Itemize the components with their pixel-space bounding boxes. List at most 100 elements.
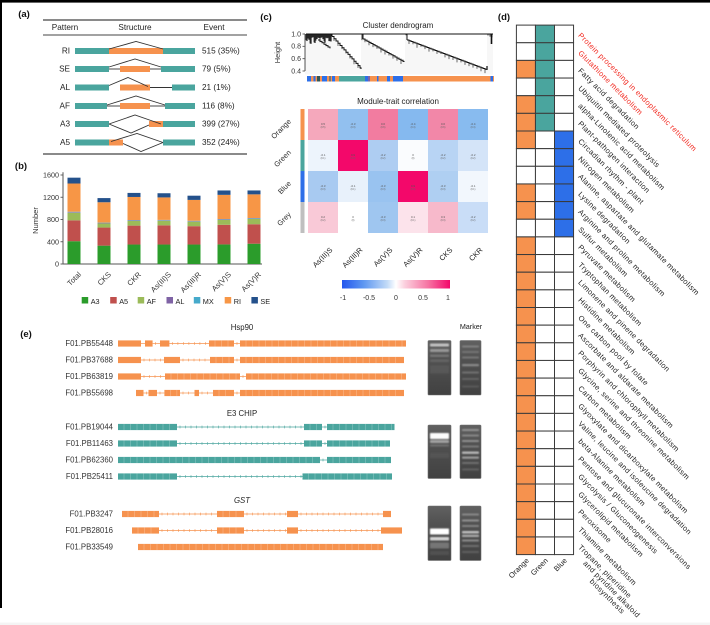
svg-text:(0.2): (0.2) (321, 220, 326, 222)
svg-text:(0.2): (0.2) (471, 220, 476, 222)
svg-text:(0.3): (0.3) (441, 189, 446, 191)
svg-text:-0.1: -0.1 (321, 153, 326, 157)
svg-text:AL: AL (60, 83, 70, 92)
svg-text:F01.PB55448: F01.PB55448 (65, 339, 113, 348)
svg-text:F01.PB25411: F01.PB25411 (66, 472, 113, 481)
svg-text:-0.2: -0.2 (381, 153, 386, 157)
svg-text:F01.PB19044: F01.PB19044 (65, 423, 113, 432)
svg-text:F01.PB37688: F01.PB37688 (65, 356, 113, 365)
svg-text:0.2: 0.2 (321, 215, 325, 219)
svg-text:Event: Event (204, 23, 226, 32)
svg-text:(0.3): (0.3) (351, 127, 356, 129)
svg-text:352 (24%): 352 (24%) (202, 138, 240, 147)
svg-text:0.6: 0.6 (441, 122, 445, 126)
svg-text:(0.1): (0.1) (321, 158, 326, 160)
svg-text:SE: SE (260, 297, 270, 306)
svg-text:GST: GST (234, 496, 251, 505)
svg-text:0.8: 0.8 (291, 44, 301, 51)
svg-text:A5: A5 (119, 297, 128, 306)
svg-text:1: 1 (446, 295, 450, 302)
svg-text:0.6: 0.6 (291, 56, 301, 63)
svg-text:F01.PB3247: F01.PB3247 (70, 510, 113, 519)
svg-text:(0.3): (0.3) (441, 220, 446, 222)
svg-text:1200: 1200 (43, 193, 59, 202)
svg-text:21 (1%): 21 (1%) (202, 83, 231, 92)
svg-text:(0.4): (0.4) (471, 127, 476, 129)
svg-text:(d): (d) (498, 12, 510, 23)
svg-text:(0.3): (0.3) (381, 220, 386, 222)
svg-text:0: 0 (394, 295, 398, 302)
svg-text:Structure: Structure (118, 23, 152, 32)
svg-text:0.1: 0.1 (411, 215, 415, 219)
svg-text:AF: AF (147, 297, 157, 306)
svg-text:(0.2): (0.2) (381, 158, 386, 160)
svg-text:0.5: 0.5 (418, 295, 428, 302)
svg-text:0: 0 (55, 260, 59, 269)
svg-text:F01.PB55698: F01.PB55698 (65, 389, 113, 398)
svg-text:400: 400 (47, 237, 59, 246)
svg-text:(0.6): (0.6) (441, 127, 446, 129)
svg-text:F01.PB28016: F01.PB28016 (65, 526, 113, 535)
svg-text:0.9: 0.9 (351, 153, 355, 157)
svg-text:-0.3: -0.3 (351, 122, 356, 126)
svg-text:(0.3): (0.3) (381, 189, 386, 191)
svg-text:F01.PB33549: F01.PB33549 (65, 543, 113, 552)
svg-text:(0.1): (0.1) (351, 189, 356, 191)
svg-text:(0.6): (0.6) (381, 127, 386, 129)
svg-text:(0.9): (0.9) (411, 189, 416, 191)
svg-text:Hsp90: Hsp90 (231, 323, 254, 332)
svg-text:SE: SE (59, 65, 70, 74)
svg-text:0.5: 0.5 (321, 122, 325, 126)
svg-text:0.9: 0.9 (411, 184, 415, 188)
svg-text:F01.PB11463: F01.PB11463 (66, 439, 113, 448)
svg-text:-0.4: -0.4 (411, 122, 416, 126)
svg-text:0.3: 0.3 (441, 215, 445, 219)
svg-text:A3: A3 (60, 120, 70, 129)
svg-text:-0.3: -0.3 (321, 184, 326, 188)
svg-text:(0.2): (0.2) (471, 158, 476, 160)
svg-text:800: 800 (47, 215, 59, 224)
svg-text:116 (8%): 116 (8%) (202, 102, 235, 111)
svg-text:(0.1): (0.1) (411, 220, 416, 222)
svg-text:F01.PB63819: F01.PB63819 (65, 372, 113, 381)
svg-text:Cluster dendrogram: Cluster dendrogram (363, 21, 434, 30)
svg-text:-0.5: -0.5 (363, 295, 375, 302)
svg-text:RI: RI (234, 297, 241, 306)
svg-text:-1: -1 (340, 295, 346, 302)
svg-text:Module-trait correlation: Module-trait correlation (357, 97, 439, 106)
svg-text:-0.2: -0.2 (471, 153, 476, 157)
svg-text:(0): (0) (412, 158, 415, 160)
svg-text:1.0: 1.0 (291, 31, 301, 38)
svg-text:F01.PB62360: F01.PB62360 (65, 456, 113, 465)
svg-text:AF: AF (60, 102, 70, 111)
svg-text:AL: AL (176, 297, 185, 306)
svg-text:79 (5%): 79 (5%) (202, 65, 231, 74)
svg-text:-0.3: -0.3 (381, 184, 386, 188)
svg-text:(0.9): (0.9) (351, 158, 356, 160)
svg-text:(b): (b) (15, 161, 27, 172)
svg-text:0.6: 0.6 (381, 122, 385, 126)
svg-text:0: 0 (412, 153, 414, 157)
svg-text:Pattern: Pattern (52, 23, 79, 32)
svg-text:(0): (0) (352, 220, 355, 222)
svg-text:Marker: Marker (460, 322, 483, 331)
svg-text:0.4: 0.4 (291, 68, 301, 75)
svg-text:A5: A5 (60, 138, 70, 147)
svg-text:(a): (a) (18, 9, 30, 20)
svg-text:(0.3): (0.3) (321, 189, 326, 191)
svg-text:-0.2: -0.2 (441, 153, 446, 157)
svg-text:Height: Height (273, 42, 282, 63)
svg-text:-0.3: -0.3 (441, 184, 446, 188)
svg-text:(0.2): (0.2) (441, 158, 446, 160)
svg-text:399 (27%): 399 (27%) (202, 120, 240, 129)
svg-text:MX: MX (203, 297, 214, 306)
svg-text:(0.1): (0.1) (471, 189, 476, 191)
svg-text:Number: Number (31, 207, 40, 234)
svg-text:-0.4: -0.4 (471, 122, 476, 126)
svg-text:(0.4): (0.4) (411, 127, 416, 129)
svg-text:RI: RI (62, 47, 70, 56)
svg-text:(c): (c) (260, 12, 272, 23)
svg-text:515 (35%): 515 (35%) (202, 47, 240, 56)
svg-text:(e): (e) (20, 329, 32, 340)
svg-text:-0.1: -0.1 (351, 184, 356, 188)
